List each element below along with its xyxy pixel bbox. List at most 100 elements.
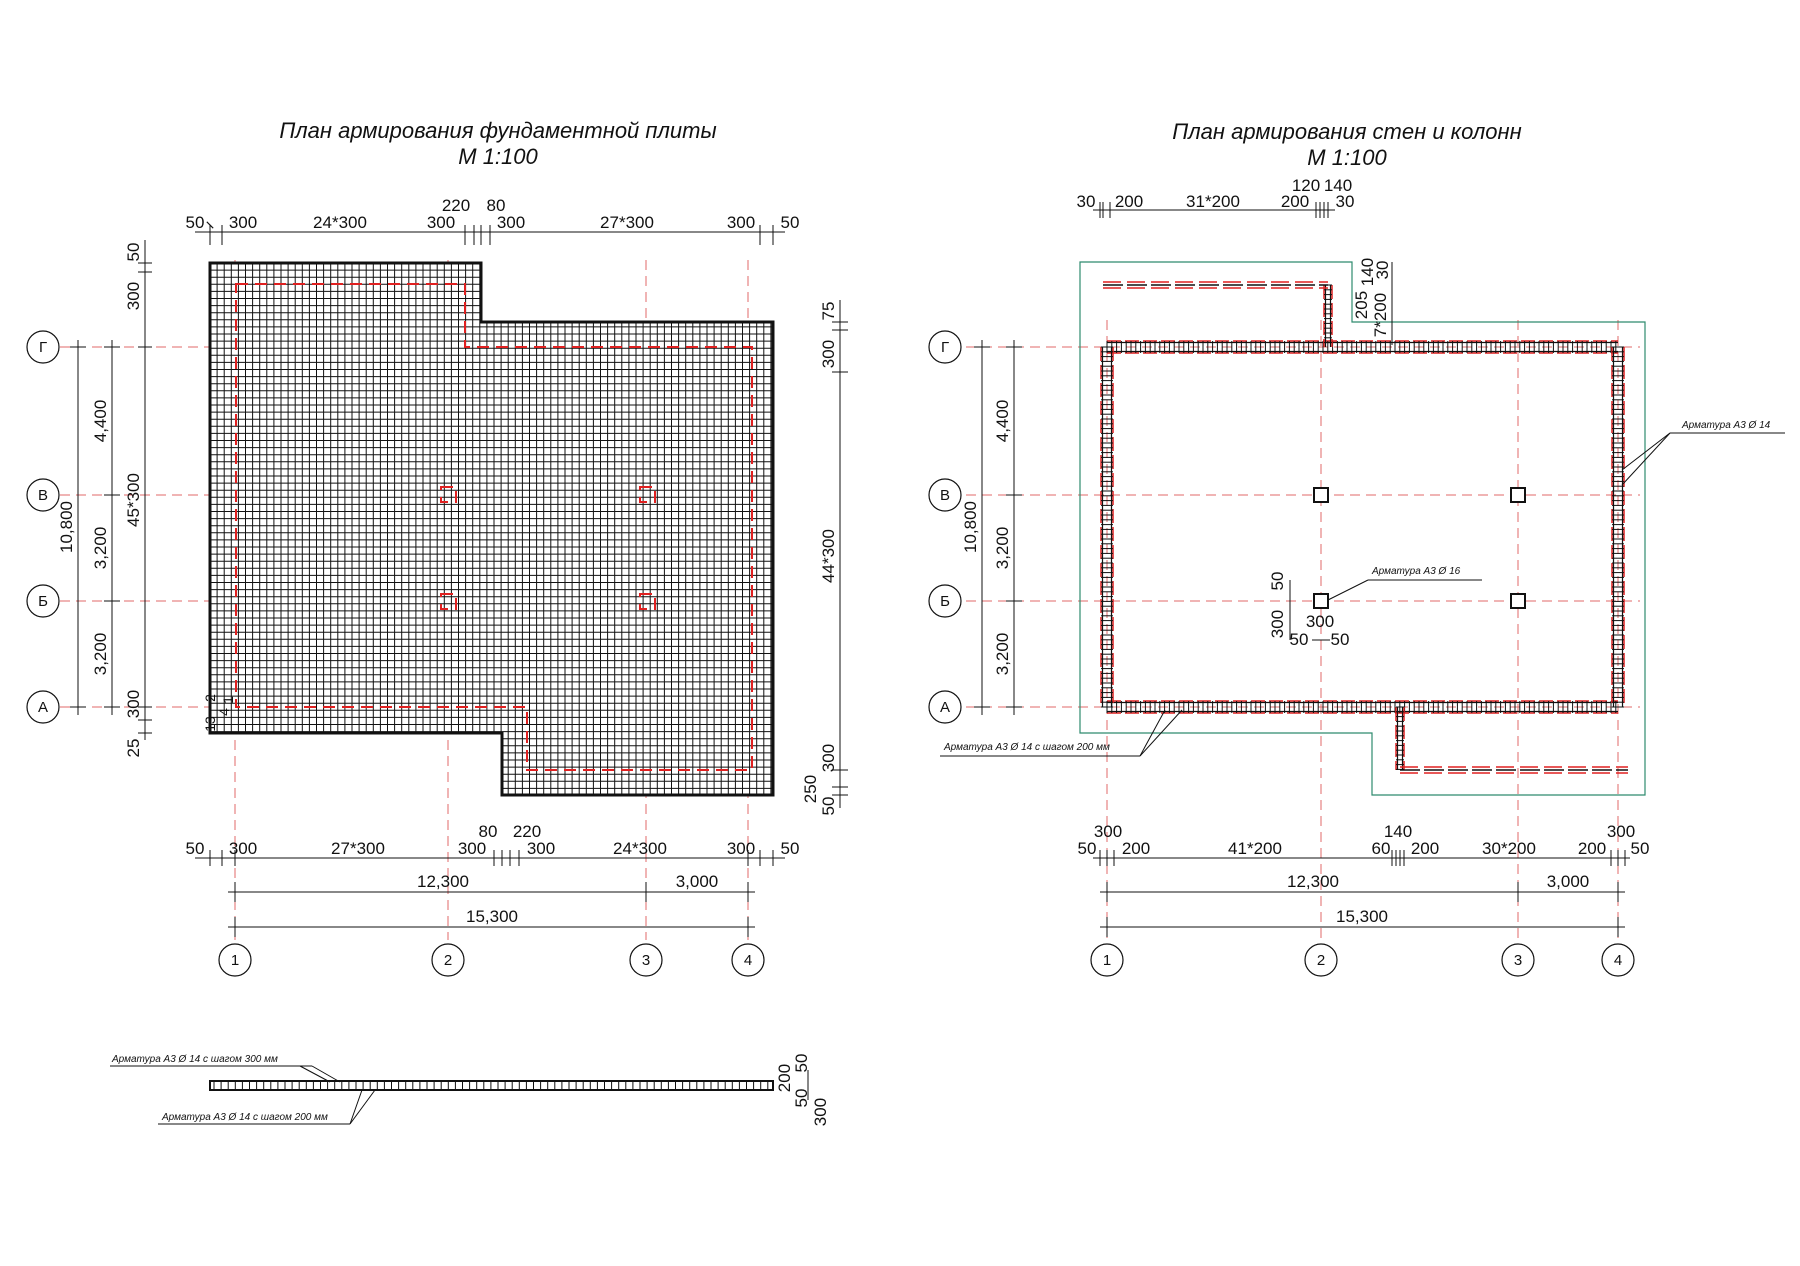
dim: 24*300: [613, 839, 667, 858]
dim: 220: [442, 196, 470, 215]
dim: 50: [781, 839, 800, 858]
dim: 31*200: [1186, 192, 1240, 211]
dim: 45*300: [124, 473, 143, 527]
left-vert-dim-labels: 50 300 45*300 4,400 3,200 3,200 10,800 3…: [57, 243, 236, 758]
dim: 300: [497, 213, 525, 232]
axis-row-a: А: [940, 699, 950, 716]
dim: 300: [229, 213, 257, 232]
dim: 300: [124, 690, 143, 718]
dim: 3,200: [993, 527, 1012, 570]
axis-col-3: 3: [1514, 952, 1522, 969]
dim: 3,200: [91, 527, 110, 570]
dim-total: 15,300: [1336, 907, 1388, 926]
dim-total: 15,300: [466, 907, 518, 926]
right-left-vert-dim-labels: 4,400 3,200 3,200 10,800: [961, 400, 1012, 676]
axis-col-2: 2: [444, 952, 452, 969]
dim: 10,800: [961, 501, 980, 553]
dim: 60: [1372, 839, 1391, 858]
leader-rebar-14: Арматура А3 Ø 14: [1681, 420, 1771, 431]
left-plan: План армирования фундаментной плиты М 1:…: [26, 118, 848, 1126]
left-row-axes: Г В Б А: [26, 330, 60, 724]
dim: 300: [1094, 822, 1122, 841]
dim: 300: [229, 839, 257, 858]
dim: 200: [775, 1064, 794, 1092]
dim: 50: [1078, 839, 1097, 858]
dim: 300: [819, 744, 838, 772]
dim: 24*300: [313, 213, 367, 232]
dim: 27*300: [331, 839, 385, 858]
leader-rebar-16: Арматура А3 Ø 16: [1371, 566, 1461, 577]
axis-row-v: В: [940, 487, 950, 504]
axis-row-g: Г: [39, 339, 47, 356]
wall-rebar: [1100, 281, 1628, 774]
right-bottom-dims: [1093, 850, 1630, 937]
right-title: План армирования стен и колонн: [1172, 119, 1521, 144]
columns: [1313, 487, 1526, 609]
dim: 50: [1290, 630, 1309, 649]
dim: 50: [781, 213, 800, 232]
dim: 50: [186, 839, 205, 858]
left-vert-dims: [70, 240, 152, 740]
dim: 220: [513, 822, 541, 841]
right-vert-dims: [832, 300, 848, 808]
dim-total: 12,300: [1287, 872, 1339, 891]
dim: 4: [216, 708, 232, 716]
left-scale: М 1:100: [458, 144, 538, 169]
dim: 4,400: [91, 400, 110, 443]
dim: 30: [1077, 192, 1096, 211]
axis-row-b: Б: [940, 593, 950, 610]
dim: 75: [819, 302, 838, 321]
right-vert-dim-labels: 75 300 44*300 300 250 50: [801, 302, 838, 816]
axis-col-2: 2: [1317, 952, 1325, 969]
dim: 7*200: [1371, 293, 1390, 337]
right-row-axes: Г В Б А: [928, 330, 962, 724]
axis-col-4: 4: [744, 952, 752, 969]
dim: 200: [1281, 192, 1309, 211]
dim: 50: [124, 243, 143, 262]
slab-section: Арматура А3 Ø 14 с шагом 300 мм Арматура…: [110, 1054, 830, 1126]
axis-row-b: Б: [38, 593, 48, 610]
dim: 10,800: [57, 501, 76, 553]
dim: 50: [1631, 839, 1650, 858]
dim: 120: [1292, 176, 1320, 195]
left-bottom-dims: [195, 850, 785, 937]
right-left-vert-dims: [974, 340, 1022, 715]
axis-row-v: В: [38, 487, 48, 504]
axis-col-3: 3: [642, 952, 650, 969]
right-leaders: [940, 432, 1785, 757]
dim: 140: [1324, 176, 1352, 195]
axis-col-1: 1: [1103, 952, 1111, 969]
dim: 1: [220, 696, 236, 704]
dim: 250: [801, 775, 820, 803]
axis-row-a: А: [38, 699, 48, 716]
dim: 2: [202, 694, 218, 702]
dim: 13: [202, 716, 218, 732]
slab-outline-green: [1079, 261, 1646, 796]
left-wall-traces: [235, 283, 753, 771]
dim: 300: [1607, 822, 1635, 841]
dim: 30: [1373, 261, 1392, 280]
dim: 50: [186, 213, 205, 232]
dim: 44*300: [819, 529, 838, 583]
dim: 300: [427, 213, 455, 232]
dim: 300: [819, 340, 838, 368]
dim: 300: [1268, 610, 1287, 638]
dim: 200: [1122, 839, 1150, 858]
dim-total: 3,000: [676, 872, 719, 891]
dim: 200: [1578, 839, 1606, 858]
dim: 300: [727, 839, 755, 858]
axis-row-g: Г: [941, 339, 949, 356]
left-title: План армирования фундаментной плиты: [279, 118, 716, 143]
dim: 205: [1352, 291, 1371, 319]
foundation-mesh: [208, 261, 775, 797]
dim-total: 3,000: [1547, 872, 1590, 891]
column-dims: 50 300 300 50 50: [1268, 572, 1349, 649]
axis-col-1: 1: [231, 952, 239, 969]
dim: 50: [792, 1054, 811, 1073]
dim: 300: [727, 213, 755, 232]
axis-col-4: 4: [1614, 952, 1622, 969]
dim: 140: [1384, 822, 1412, 841]
dim: 30: [1336, 192, 1355, 211]
left-top-dims: [195, 221, 785, 245]
right-top-dims: [1093, 202, 1335, 218]
